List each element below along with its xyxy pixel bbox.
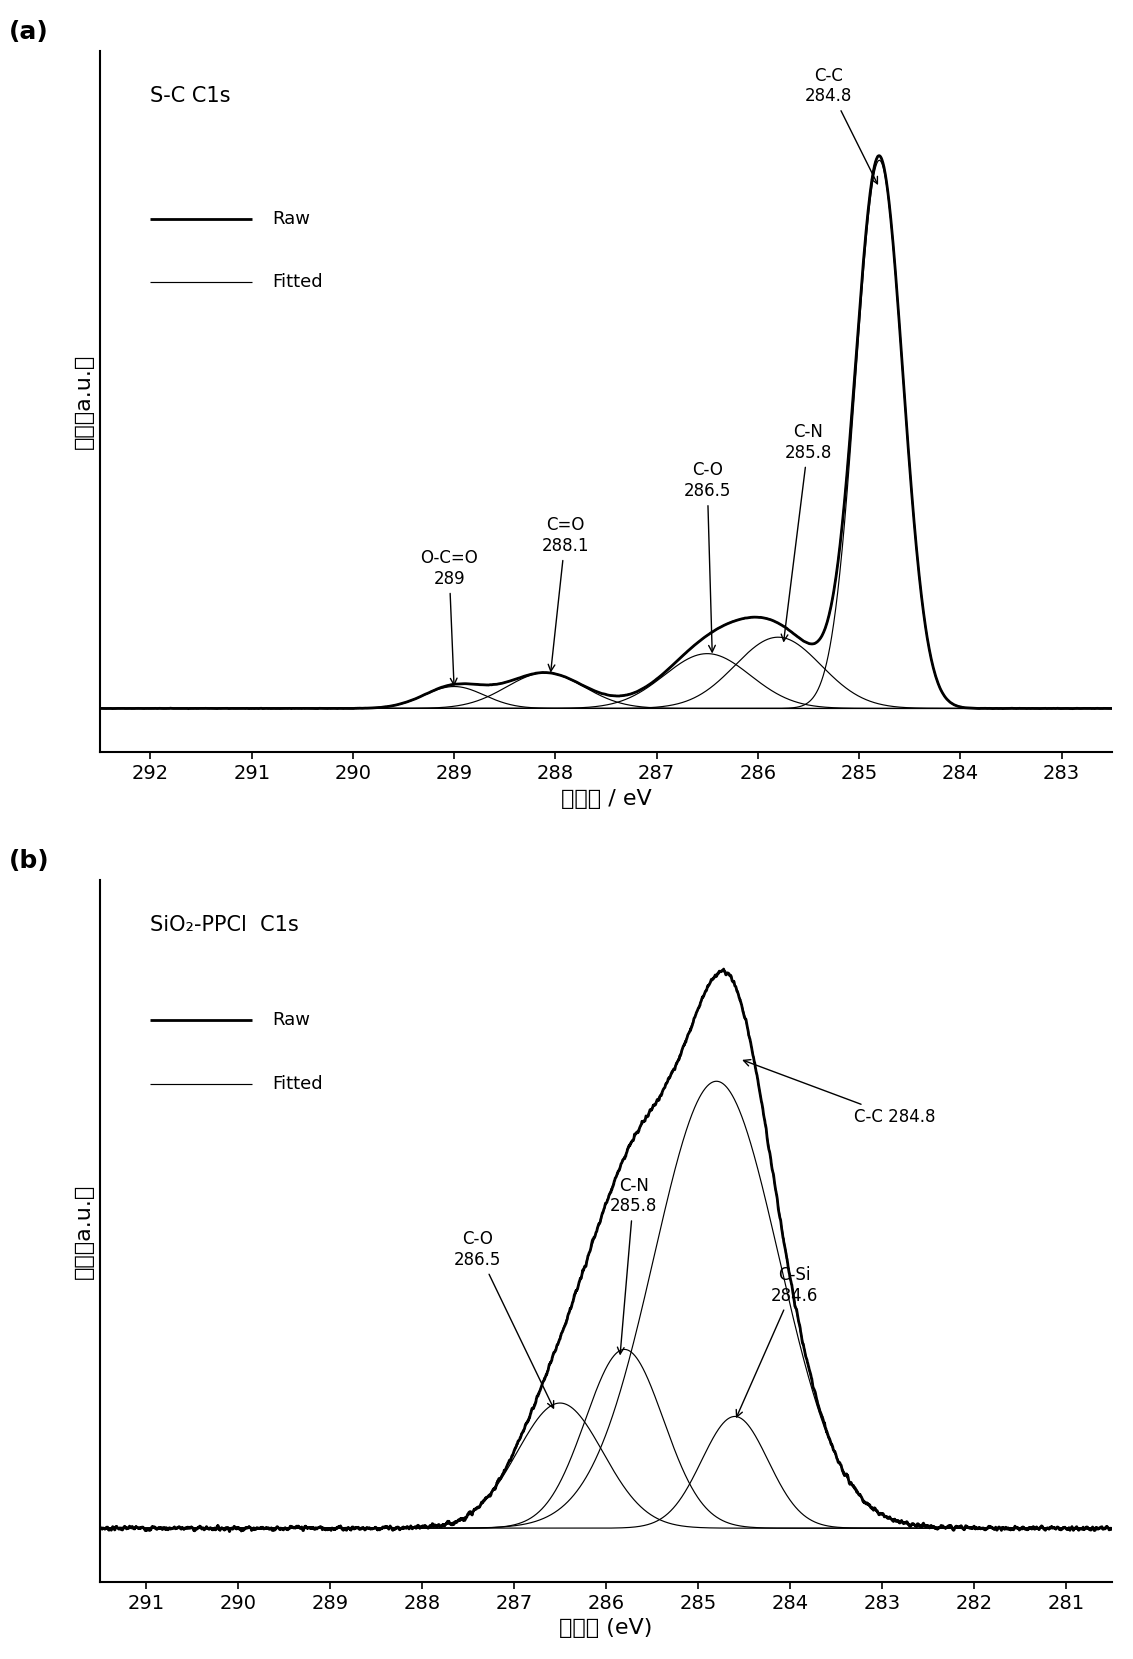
Text: (b): (b) (9, 849, 50, 873)
Text: Raw: Raw (272, 1012, 310, 1030)
Text: (a): (a) (9, 20, 49, 43)
Text: C-C
284.8: C-C 284.8 (806, 66, 877, 184)
Y-axis label: 强度（a.u.）: 强度（a.u.） (75, 1183, 94, 1279)
Y-axis label: 强度（a.u.）: 强度（a.u.） (75, 353, 94, 450)
Text: C=O
288.1: C=O 288.1 (542, 516, 589, 672)
Text: C-Si
284.6: C-Si 284.6 (736, 1266, 818, 1417)
Text: SiO₂-PPCl  C1s: SiO₂-PPCl C1s (151, 916, 299, 936)
Text: O-C=O
289: O-C=O 289 (420, 549, 478, 685)
Text: C-N
285.8: C-N 285.8 (610, 1176, 657, 1354)
Text: Fitted: Fitted (272, 274, 323, 292)
Text: Raw: Raw (272, 211, 310, 227)
Text: C-O
286.5: C-O 286.5 (683, 461, 731, 652)
X-axis label: 结合能 (eV): 结合能 (eV) (560, 1618, 653, 1637)
Text: Fitted: Fitted (272, 1075, 323, 1093)
X-axis label: 结合能 / eV: 结合能 / eV (561, 788, 651, 808)
Text: S-C C1s: S-C C1s (151, 86, 231, 106)
Text: C-C 284.8: C-C 284.8 (743, 1060, 936, 1126)
Text: C-N
285.8: C-N 285.8 (782, 423, 832, 640)
Text: C-O
286.5: C-O 286.5 (453, 1231, 554, 1408)
